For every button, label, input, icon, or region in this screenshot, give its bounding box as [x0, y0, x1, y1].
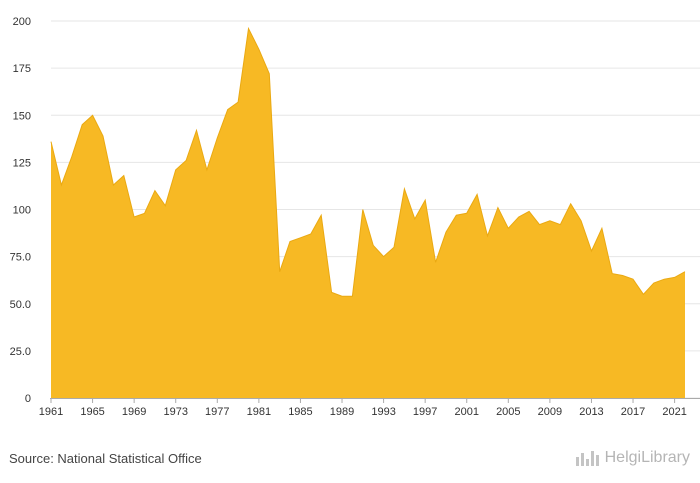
y-tick-label: 0 [25, 393, 31, 405]
x-tick-label: 2017 [621, 406, 645, 418]
x-tick-label: 1989 [330, 406, 354, 418]
y-tick-label: 200 [13, 16, 31, 28]
y-tick-label: 125 [13, 157, 31, 169]
y-tick-label: 25.0 [10, 346, 31, 358]
x-tick-label: 1961 [39, 406, 63, 418]
x-tick-label: 1985 [288, 406, 312, 418]
brand-logo: HelgiLibrary [575, 449, 690, 467]
x-tick-label: 1993 [371, 406, 395, 418]
y-tick-label: 75.0 [10, 252, 31, 264]
x-tick-label: 2013 [579, 406, 603, 418]
x-tick-label: 2009 [538, 406, 562, 418]
y-tick-label: 150 [13, 110, 31, 122]
x-tick-label: 1969 [122, 406, 146, 418]
y-tick-label: 100 [13, 205, 31, 217]
x-tick-label: 1965 [80, 406, 104, 418]
x-tick-label: 2001 [454, 406, 478, 418]
y-tick-labels: 0 25.0 50.0 75.0 100 125 150 175 200 [10, 16, 31, 405]
bar-chart-icon [575, 451, 599, 466]
x-tick-label: 1977 [205, 406, 229, 418]
series-line [50, 26, 686, 297]
y-tick-label: 50.0 [10, 299, 31, 311]
x-tick-label: 1973 [163, 406, 187, 418]
x-tick-labels: 1961 1965 1969 1973 1977 1981 1985 1989 1993 1997… [39, 398, 687, 418]
source-note: Source: National Statistical Office [9, 451, 202, 466]
x-tick-label: 1997 [413, 406, 437, 418]
brand-name: HelgiLibrary [604, 449, 690, 466]
series-area [51, 28, 685, 398]
x-tick-label: 2021 [662, 406, 686, 418]
x-tick-label: 1981 [247, 406, 271, 418]
x-tick-label: 2005 [496, 406, 520, 418]
y-tick-label: 175 [13, 63, 31, 75]
footer: Source: National Statistical Office Helg… [0, 440, 700, 483]
